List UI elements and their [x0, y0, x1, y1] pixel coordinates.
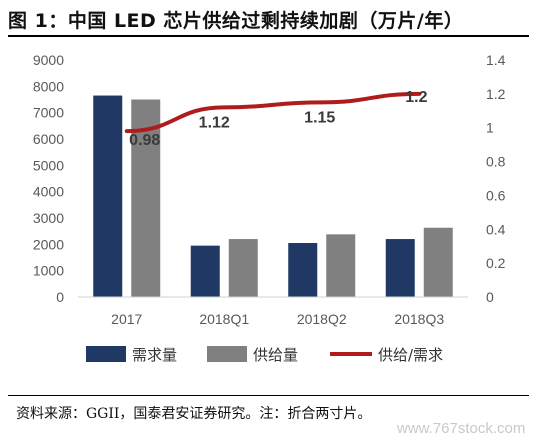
x-axis-labels: 2017 2018Q1 2018Q2 2018Q3 [111, 311, 444, 327]
left-axis-tick-label: 4000 [33, 184, 64, 200]
right-axis-tick-label: 0 [486, 289, 494, 305]
left-axis-tick-label: 1000 [33, 263, 64, 279]
demand-bar [288, 243, 318, 297]
supply-bar [326, 234, 356, 297]
supply-bar [423, 227, 453, 297]
ratio-line [124, 91, 422, 134]
legend-label-demand: 需求量 [132, 346, 177, 364]
title-divider [8, 35, 529, 37]
right-axis-tick-label: 1.4 [486, 52, 506, 68]
legend-swatch-demand [86, 346, 126, 362]
right-axis-tick-label: 0.6 [486, 187, 506, 203]
right-axis-tick-label: 0.2 [486, 255, 506, 271]
ratio-data-label: 1.12 [199, 114, 230, 131]
ratio-data-label: 1.2 [405, 89, 427, 106]
ratio-data-label: 0.98 [129, 132, 160, 149]
source-note: 资料来源：GGII，国泰君安证券研究。注：折合两寸片。 [16, 406, 372, 422]
left-axis-tick-label: 8000 [33, 78, 64, 94]
legend-label-ratio: 供给/需求 [378, 346, 443, 364]
left-axis-ticks: 0 1000 2000 3000 4000 5000 6000 7000 8000 9000 [33, 52, 64, 305]
x-axis-tick-label: 2018Q2 [297, 311, 347, 327]
footer-divider [8, 395, 529, 396]
demand-bar [385, 239, 415, 297]
chart-title: 图 1：中国 LED 芯片供给过剩持续加剧（万片/年） [8, 10, 464, 32]
ratio-data-label: 1.15 [304, 109, 335, 126]
demand-bar [93, 95, 123, 297]
left-axis-tick-label: 6000 [33, 131, 64, 147]
demand-bar [190, 245, 220, 297]
supply-bar [228, 239, 258, 297]
left-axis-tick-label: 3000 [33, 210, 64, 226]
ratio-line-group: 0.98 1.12 1.15 1.2 [124, 89, 428, 149]
left-axis-tick-label: 5000 [33, 157, 64, 173]
right-axis-tick-label: 1 [486, 120, 494, 136]
watermark: www.767stock.com [397, 420, 526, 437]
legend: 需求量 供给量 供给/需求 [86, 346, 443, 364]
bars [93, 95, 453, 297]
x-axis-tick-label: 2017 [111, 311, 142, 327]
left-axis-tick-label: 9000 [33, 52, 64, 68]
x-axis-tick-label: 2018Q3 [394, 311, 444, 327]
right-axis-tick-label: 1.2 [486, 86, 506, 102]
right-axis-tick-label: 0.8 [486, 154, 506, 170]
right-axis-ticks: 0 0.2 0.4 0.6 0.8 1 1.2 1.4 [486, 52, 506, 305]
right-axis-tick-label: 0.4 [486, 221, 506, 237]
left-axis-tick-label: 0 [56, 289, 64, 305]
legend-label-supply: 供给量 [253, 346, 298, 364]
left-axis-tick-label: 2000 [33, 236, 64, 252]
left-axis-tick-label: 7000 [33, 105, 64, 121]
x-axis-tick-label: 2018Q1 [199, 311, 249, 327]
legend-swatch-supply [207, 346, 247, 362]
